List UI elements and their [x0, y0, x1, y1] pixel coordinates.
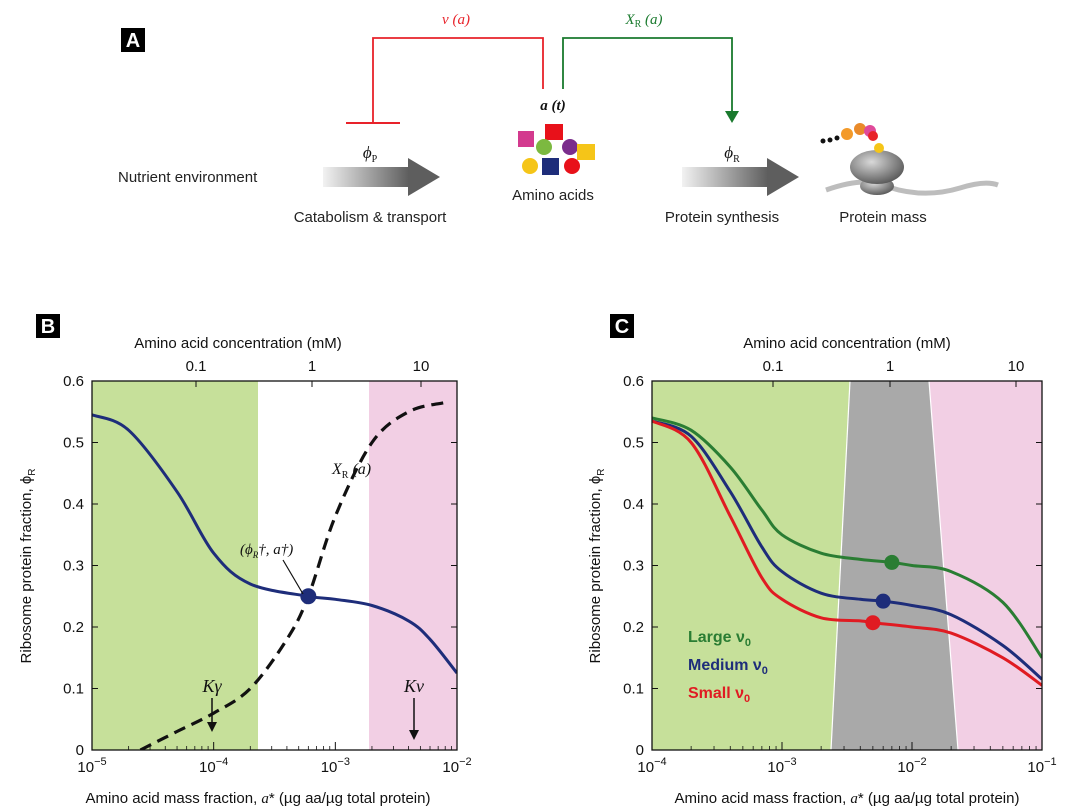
panel-c-top-tick: 1: [886, 358, 894, 375]
panel-c-y-tick-label: 0.3: [623, 558, 644, 575]
panel-c-letter: C: [615, 316, 629, 338]
protein-mass-label: Protein mass: [839, 209, 927, 226]
panel-c-y-tick-label: 0.4: [623, 496, 644, 513]
legend-large: Large ν0: [688, 629, 751, 649]
k-nu-label: Kν: [403, 676, 424, 696]
activation-arrow: [562, 37, 739, 123]
panel-c-top-tick: 10: [1008, 358, 1025, 375]
panel-c-top-axis-title: Amino acid concentration (mM): [743, 335, 951, 352]
panel-b-y-tick-label: 0.3: [63, 558, 84, 575]
panel-b-x-ticks: 10−5 10−4 10−3 10−2: [77, 742, 472, 776]
panel-b-x-title: Amino acid mass fraction, a* (µg aa/µg t…: [86, 790, 431, 807]
panel-c: C Amino acid concentration (mM) 0.1 1 10…: [587, 314, 1057, 807]
panel-b-x-tick-label: 10−5: [77, 756, 106, 776]
series-point-0: [884, 554, 900, 570]
catabolism-label: Catabolism & transport: [294, 209, 447, 226]
a-t-label: a (t): [540, 98, 565, 114]
phi-r-label: ϕR: [724, 143, 740, 165]
panel-c-x-tick-label: 10−4: [637, 756, 666, 776]
nu-label: ν (a): [442, 12, 470, 28]
panel-b-y-tick-label: 0.4: [63, 496, 84, 513]
panel-b-top-tick: 10: [413, 358, 430, 375]
panel-b-badge: [36, 314, 60, 338]
catabolism-arrow: [323, 158, 440, 196]
k-nu-arrow: [409, 698, 419, 740]
panel-c-y-tick-label: 0.1: [623, 681, 644, 698]
xr-dashed-curve: [139, 400, 446, 750]
series-point-2: [865, 615, 881, 631]
panel-b-x-tick-label: 10−2: [442, 756, 471, 776]
panel-b-top-ticks: [195, 381, 422, 387]
panel-a-badge: [121, 28, 145, 52]
legend-medium: Medium ν0: [688, 657, 768, 677]
panel-b-y-tick-label: 0.2: [63, 619, 84, 636]
panel-c-x-ticks: 10−4 10−3 10−2 10−1: [637, 742, 1057, 776]
xr-curve-label: XR (a): [331, 461, 371, 481]
amino-acids-icon: [518, 124, 595, 175]
panel-c-badge: [610, 314, 634, 338]
protein-synthesis-arrow: [682, 158, 799, 196]
panel-c-y-ticks: 0 0.1 0.2 0.3 0.4 0.5 0.6: [623, 373, 1042, 759]
panel-b-y-title: Ribosome protein fraction, ϕR: [18, 469, 38, 664]
panel-c-y-title: Ribosome protein fraction, ϕR: [587, 469, 607, 664]
panel-b-top-tick: 1: [308, 358, 316, 375]
xr-label: XR (a): [624, 12, 662, 30]
panel-c-y-tick-label: 0.2: [623, 619, 644, 636]
series-curve-1: [652, 419, 1042, 681]
operating-point-leader: [282, 559, 304, 595]
panel-c-x-tick-label: 10−3: [767, 756, 796, 776]
panel-c-y-tick-label: 0.5: [623, 435, 644, 452]
operating-point-marker: [300, 588, 317, 605]
panel-a: A ν (a) XR (a) a (t): [118, 12, 999, 226]
panel-b-top-tick: 0.1: [186, 358, 207, 375]
nutrient-label: Nutrient environment: [118, 169, 258, 186]
panel-b-x-tick-label: 10−4: [199, 756, 228, 776]
amino-acids-label: Amino acids: [512, 187, 594, 204]
inhibition-arrow: [346, 37, 544, 124]
phi-p-label: ϕP: [363, 143, 378, 165]
panel-c-green-band: [652, 381, 850, 750]
operating-point-label: (ϕR†, a†): [240, 542, 293, 560]
panel-b-pink-band: [369, 381, 457, 750]
panel-b-y-tick-label: 0.6: [63, 373, 84, 390]
panel-c-y-tick-label: 0.6: [623, 373, 644, 390]
panel-c-top-tick: 0.1: [763, 358, 784, 375]
panel-c-x-tick-label: 10−1: [1027, 756, 1056, 776]
panel-c-x-title: Amino acid mass fraction, a* (µg aa/µg t…: [675, 790, 1020, 807]
series-curve-0: [652, 416, 1042, 659]
panel-c-legend: Large ν0 Medium ν0 Small ν0: [688, 629, 768, 705]
panel-a-letter: A: [126, 30, 140, 52]
panel-c-x-tick-label: 10−2: [897, 756, 926, 776]
panel-b-top-axis-title: Amino acid concentration (mM): [134, 335, 342, 352]
panel-b-y-tick-label: 0.5: [63, 435, 84, 452]
k-gamma-arrow: [207, 698, 217, 732]
k-gamma-label: Kγ: [201, 676, 222, 696]
panel-b-y-tick-label: 0: [76, 742, 84, 759]
panel-b-x-tick-label: 10−3: [321, 756, 350, 776]
series-point-1: [875, 593, 891, 609]
panel-c-top-ticks: [772, 381, 1017, 387]
panel-b-y-ticks: 0 0.1 0.2 0.3 0.4 0.5 0.6: [63, 373, 457, 759]
panel-b-letter: B: [41, 316, 55, 338]
panel-c-y-tick-label: 0: [636, 742, 644, 759]
series-curve-2: [652, 419, 1042, 687]
ribosome-icon: [820, 123, 999, 196]
legend-small: Small ν0: [688, 685, 750, 705]
protein-synthesis-label: Protein synthesis: [665, 209, 779, 226]
panel-b-y-tick-label: 0.1: [63, 681, 84, 698]
panel-b: B Amino acid concentration (mM) 0.1 1 10…: [18, 314, 472, 807]
panel-b-green-band: [92, 381, 258, 750]
